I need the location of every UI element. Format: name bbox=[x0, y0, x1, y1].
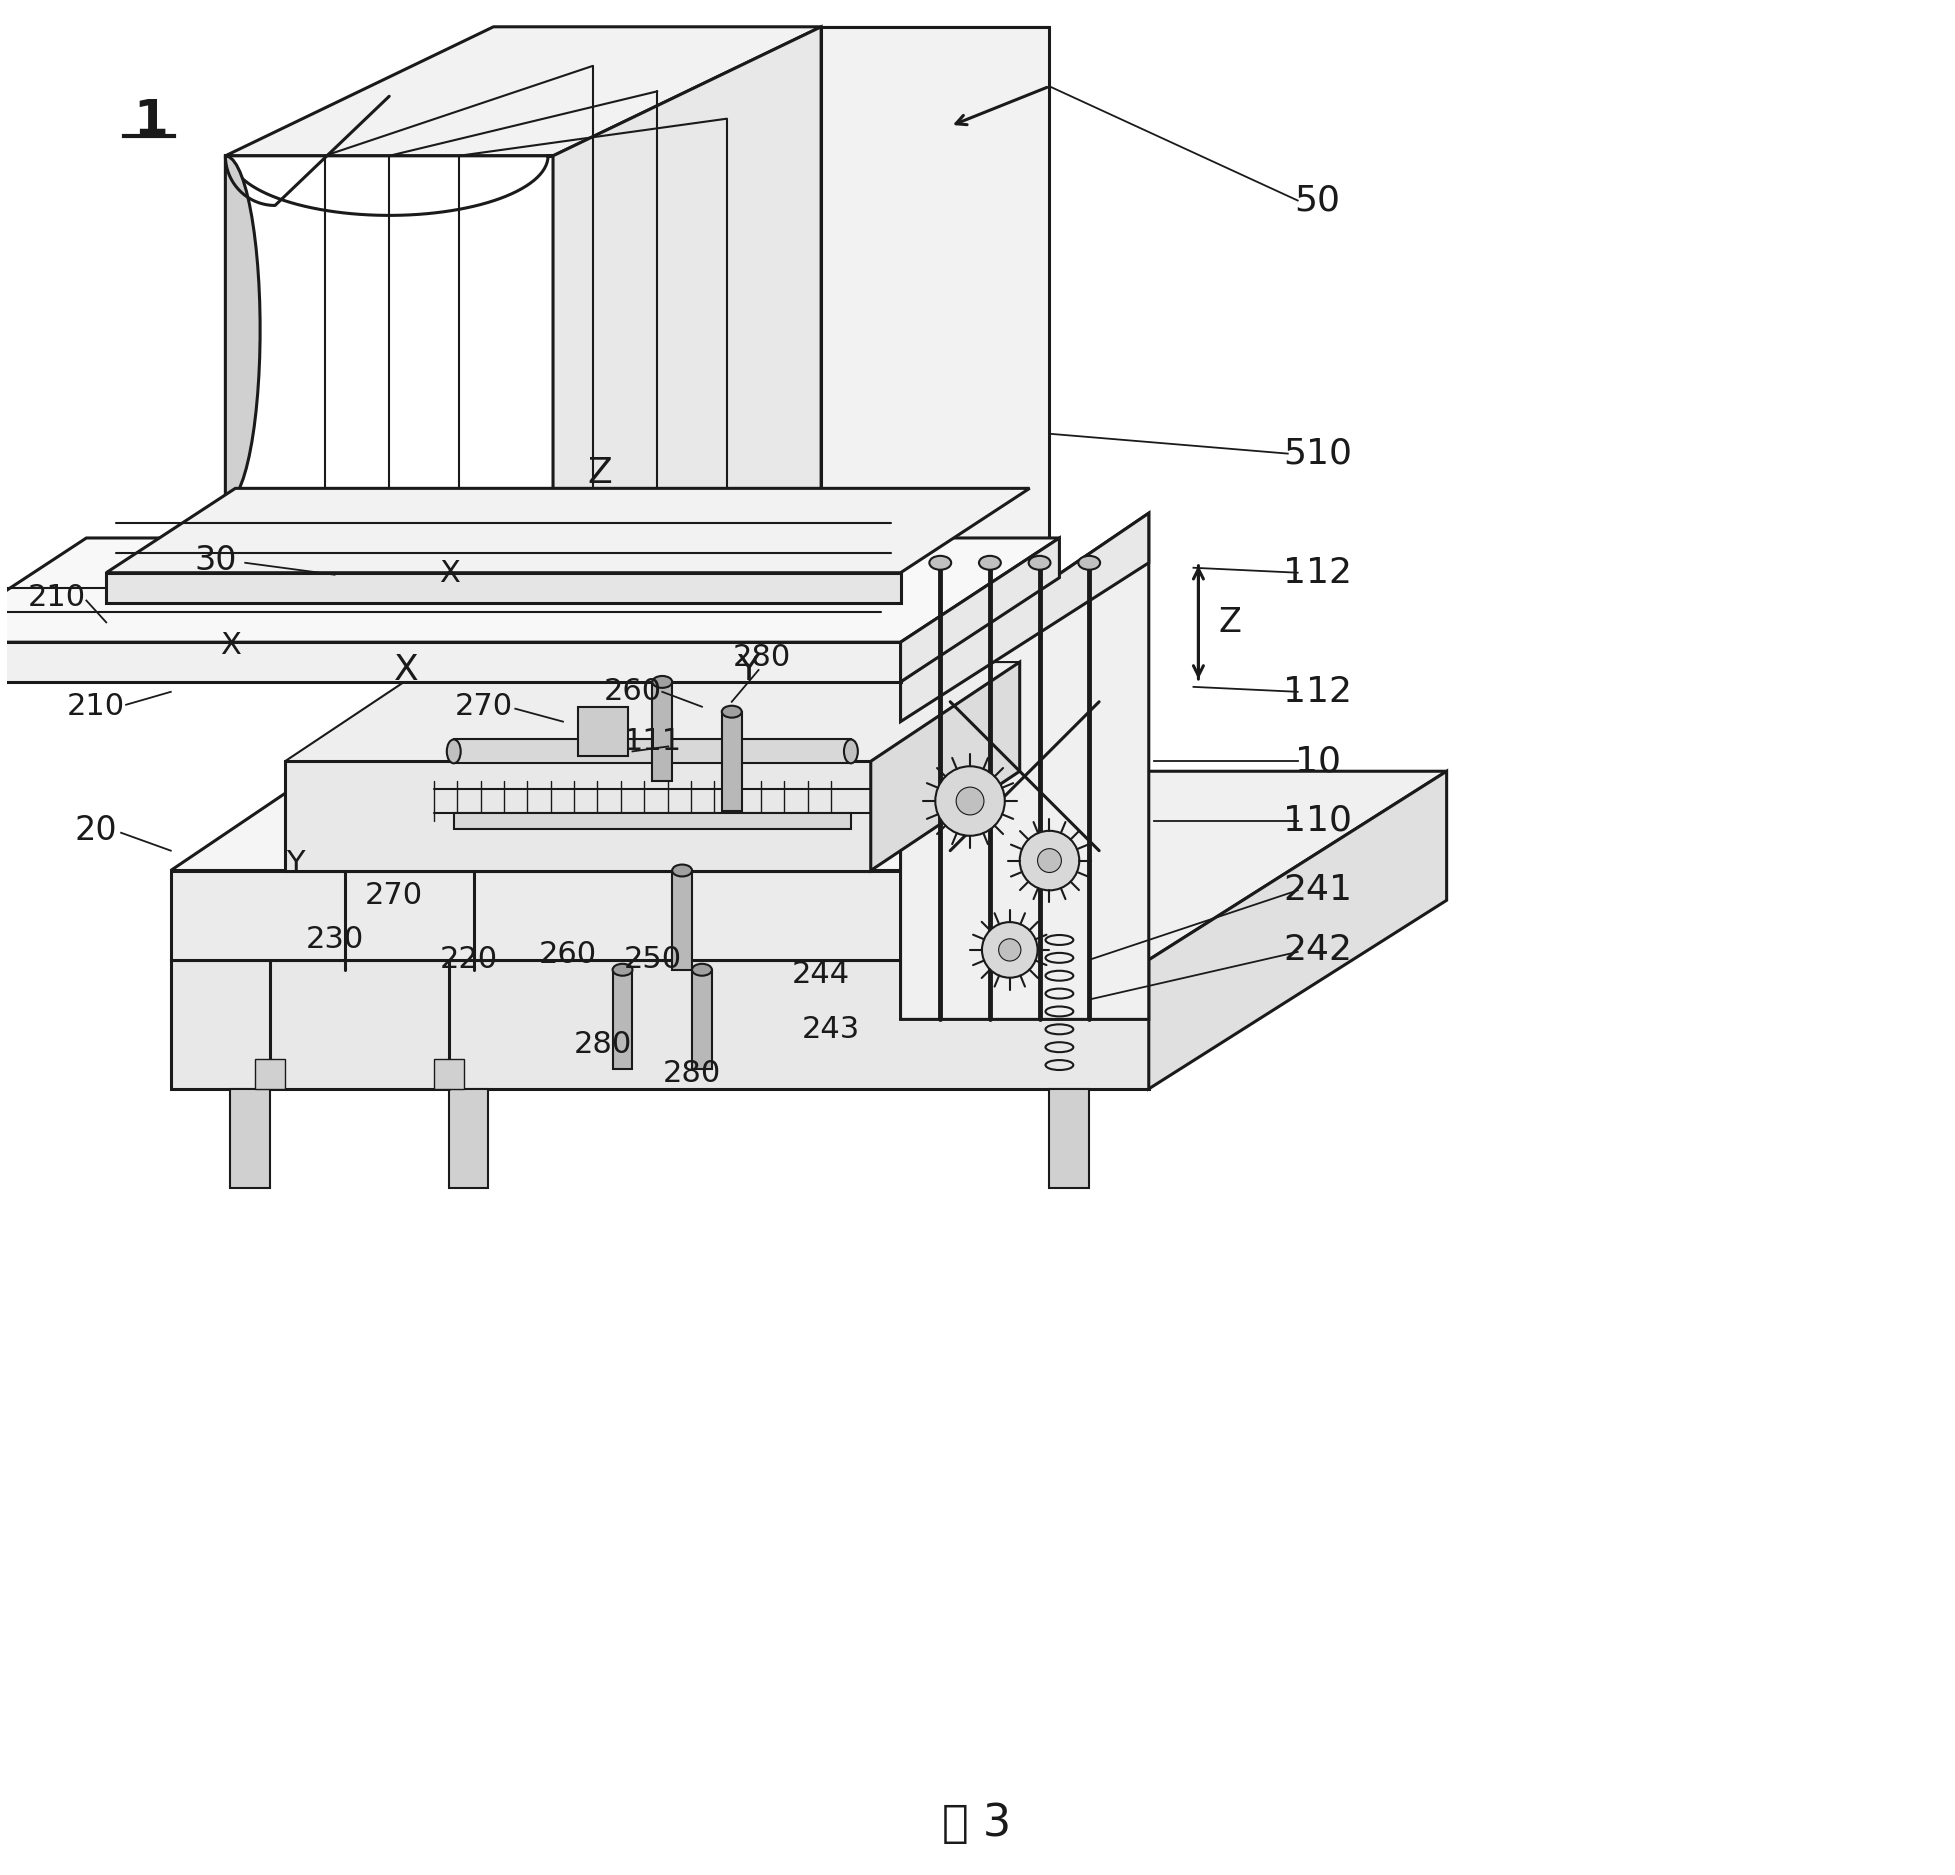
Text: 50: 50 bbox=[1294, 184, 1341, 218]
Circle shape bbox=[1038, 849, 1062, 872]
Text: X: X bbox=[438, 559, 459, 589]
Text: 1: 1 bbox=[133, 98, 168, 144]
Text: 260: 260 bbox=[540, 941, 596, 969]
Text: 280: 280 bbox=[733, 643, 790, 671]
Polygon shape bbox=[285, 662, 1021, 761]
Polygon shape bbox=[1150, 771, 1447, 1089]
Polygon shape bbox=[450, 1089, 489, 1189]
Polygon shape bbox=[454, 739, 850, 763]
Text: 220: 220 bbox=[440, 945, 499, 975]
Polygon shape bbox=[170, 960, 1150, 1089]
Polygon shape bbox=[106, 572, 901, 602]
Ellipse shape bbox=[673, 864, 692, 876]
Text: 280: 280 bbox=[573, 1029, 631, 1059]
Text: 270: 270 bbox=[454, 692, 512, 722]
Polygon shape bbox=[901, 538, 1060, 682]
Polygon shape bbox=[0, 643, 901, 682]
Polygon shape bbox=[170, 771, 1447, 960]
Text: 260: 260 bbox=[604, 677, 661, 707]
Text: 510: 510 bbox=[1282, 437, 1353, 471]
Ellipse shape bbox=[929, 555, 952, 570]
Polygon shape bbox=[673, 870, 692, 969]
Circle shape bbox=[999, 939, 1021, 962]
Polygon shape bbox=[225, 156, 553, 216]
Polygon shape bbox=[260, 493, 518, 531]
Text: 244: 244 bbox=[792, 960, 850, 990]
Text: 110: 110 bbox=[1282, 804, 1353, 838]
Text: 111: 111 bbox=[624, 728, 682, 756]
Text: 210: 210 bbox=[27, 583, 86, 611]
Circle shape bbox=[934, 767, 1005, 836]
Circle shape bbox=[1021, 831, 1079, 891]
Polygon shape bbox=[256, 1059, 285, 1089]
Polygon shape bbox=[579, 707, 628, 756]
Text: 112: 112 bbox=[1282, 675, 1353, 709]
Polygon shape bbox=[225, 26, 821, 156]
Ellipse shape bbox=[979, 555, 1001, 570]
Polygon shape bbox=[170, 737, 1099, 870]
Text: 280: 280 bbox=[663, 1059, 721, 1089]
Polygon shape bbox=[612, 969, 633, 1069]
Polygon shape bbox=[0, 538, 1060, 643]
Polygon shape bbox=[170, 870, 901, 960]
Text: 210: 210 bbox=[66, 692, 125, 722]
Ellipse shape bbox=[845, 739, 858, 763]
Text: Y: Y bbox=[737, 652, 759, 686]
Text: 20: 20 bbox=[74, 814, 117, 848]
Text: Z: Z bbox=[588, 456, 612, 491]
Polygon shape bbox=[434, 1059, 463, 1089]
Polygon shape bbox=[231, 1089, 270, 1189]
Text: 112: 112 bbox=[1282, 555, 1353, 591]
Text: 230: 230 bbox=[305, 926, 364, 954]
Text: 10: 10 bbox=[1294, 744, 1341, 778]
Text: 241: 241 bbox=[1282, 874, 1353, 907]
Polygon shape bbox=[653, 682, 673, 782]
Text: 243: 243 bbox=[802, 1014, 860, 1044]
Text: 30: 30 bbox=[194, 544, 237, 578]
Circle shape bbox=[956, 788, 983, 816]
Polygon shape bbox=[901, 514, 1150, 722]
Text: 250: 250 bbox=[624, 945, 682, 975]
Polygon shape bbox=[225, 156, 260, 502]
Polygon shape bbox=[721, 712, 741, 812]
Ellipse shape bbox=[1079, 555, 1101, 570]
Polygon shape bbox=[553, 26, 821, 502]
Ellipse shape bbox=[653, 677, 673, 688]
Polygon shape bbox=[901, 737, 1099, 960]
Ellipse shape bbox=[448, 739, 461, 763]
Ellipse shape bbox=[1028, 555, 1050, 570]
Polygon shape bbox=[454, 814, 850, 829]
Polygon shape bbox=[821, 26, 1050, 701]
Text: Z: Z bbox=[1218, 606, 1241, 639]
Text: X: X bbox=[395, 652, 418, 686]
Ellipse shape bbox=[692, 964, 712, 975]
Circle shape bbox=[981, 922, 1038, 977]
Ellipse shape bbox=[612, 964, 633, 975]
Text: X: X bbox=[221, 630, 240, 660]
Polygon shape bbox=[225, 156, 553, 502]
Polygon shape bbox=[1050, 1089, 1089, 1189]
Text: 242: 242 bbox=[1282, 934, 1353, 968]
Polygon shape bbox=[106, 488, 1030, 572]
Text: 图 3: 图 3 bbox=[942, 1802, 1011, 1845]
Polygon shape bbox=[870, 662, 1021, 870]
Ellipse shape bbox=[721, 705, 741, 718]
Polygon shape bbox=[901, 514, 1150, 1020]
Text: 270: 270 bbox=[366, 881, 422, 909]
Polygon shape bbox=[692, 969, 712, 1069]
Text: Y: Y bbox=[285, 849, 305, 878]
Polygon shape bbox=[285, 761, 870, 870]
